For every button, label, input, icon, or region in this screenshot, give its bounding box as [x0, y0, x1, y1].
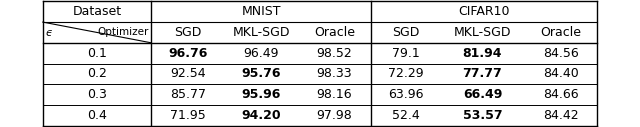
Text: 95.96: 95.96 [241, 88, 281, 101]
Text: MNIST: MNIST [241, 5, 281, 18]
Text: SGD: SGD [174, 26, 202, 39]
Text: Oracle: Oracle [540, 26, 581, 39]
Text: 96.76: 96.76 [168, 47, 207, 60]
Text: 94.20: 94.20 [241, 109, 281, 122]
Text: MKL-SGD: MKL-SGD [232, 26, 290, 39]
Text: 84.40: 84.40 [543, 67, 579, 80]
Text: 63.96: 63.96 [388, 88, 424, 101]
Text: 98.16: 98.16 [317, 88, 352, 101]
Text: ϵ: ϵ [45, 28, 52, 38]
Text: 71.95: 71.95 [170, 109, 205, 122]
Text: 98.52: 98.52 [316, 47, 352, 60]
Text: 66.49: 66.49 [463, 88, 502, 101]
Text: 97.98: 97.98 [316, 109, 352, 122]
Text: 96.49: 96.49 [243, 47, 279, 60]
Text: 0.1: 0.1 [87, 47, 107, 60]
Text: 81.94: 81.94 [463, 47, 502, 60]
Text: 52.4: 52.4 [392, 109, 420, 122]
Text: 92.54: 92.54 [170, 67, 205, 80]
Text: 0.3: 0.3 [87, 88, 107, 101]
Text: 53.57: 53.57 [463, 109, 502, 122]
Text: 79.1: 79.1 [392, 47, 420, 60]
Text: 95.76: 95.76 [241, 67, 281, 80]
Text: 72.29: 72.29 [388, 67, 424, 80]
Text: 84.66: 84.66 [543, 88, 579, 101]
Text: Oracle: Oracle [314, 26, 355, 39]
Text: SGD: SGD [392, 26, 420, 39]
Text: 0.4: 0.4 [87, 109, 107, 122]
Text: 77.77: 77.77 [463, 67, 502, 80]
Text: Optimizer: Optimizer [97, 27, 148, 37]
Text: 98.33: 98.33 [317, 67, 352, 80]
Text: Dataset: Dataset [72, 5, 122, 18]
Text: 84.56: 84.56 [543, 47, 579, 60]
Text: 84.42: 84.42 [543, 109, 579, 122]
Text: MKL-SGD: MKL-SGD [454, 26, 511, 39]
Text: 0.2: 0.2 [87, 67, 107, 80]
Text: CIFAR10: CIFAR10 [458, 5, 510, 18]
Text: 85.77: 85.77 [170, 88, 206, 101]
